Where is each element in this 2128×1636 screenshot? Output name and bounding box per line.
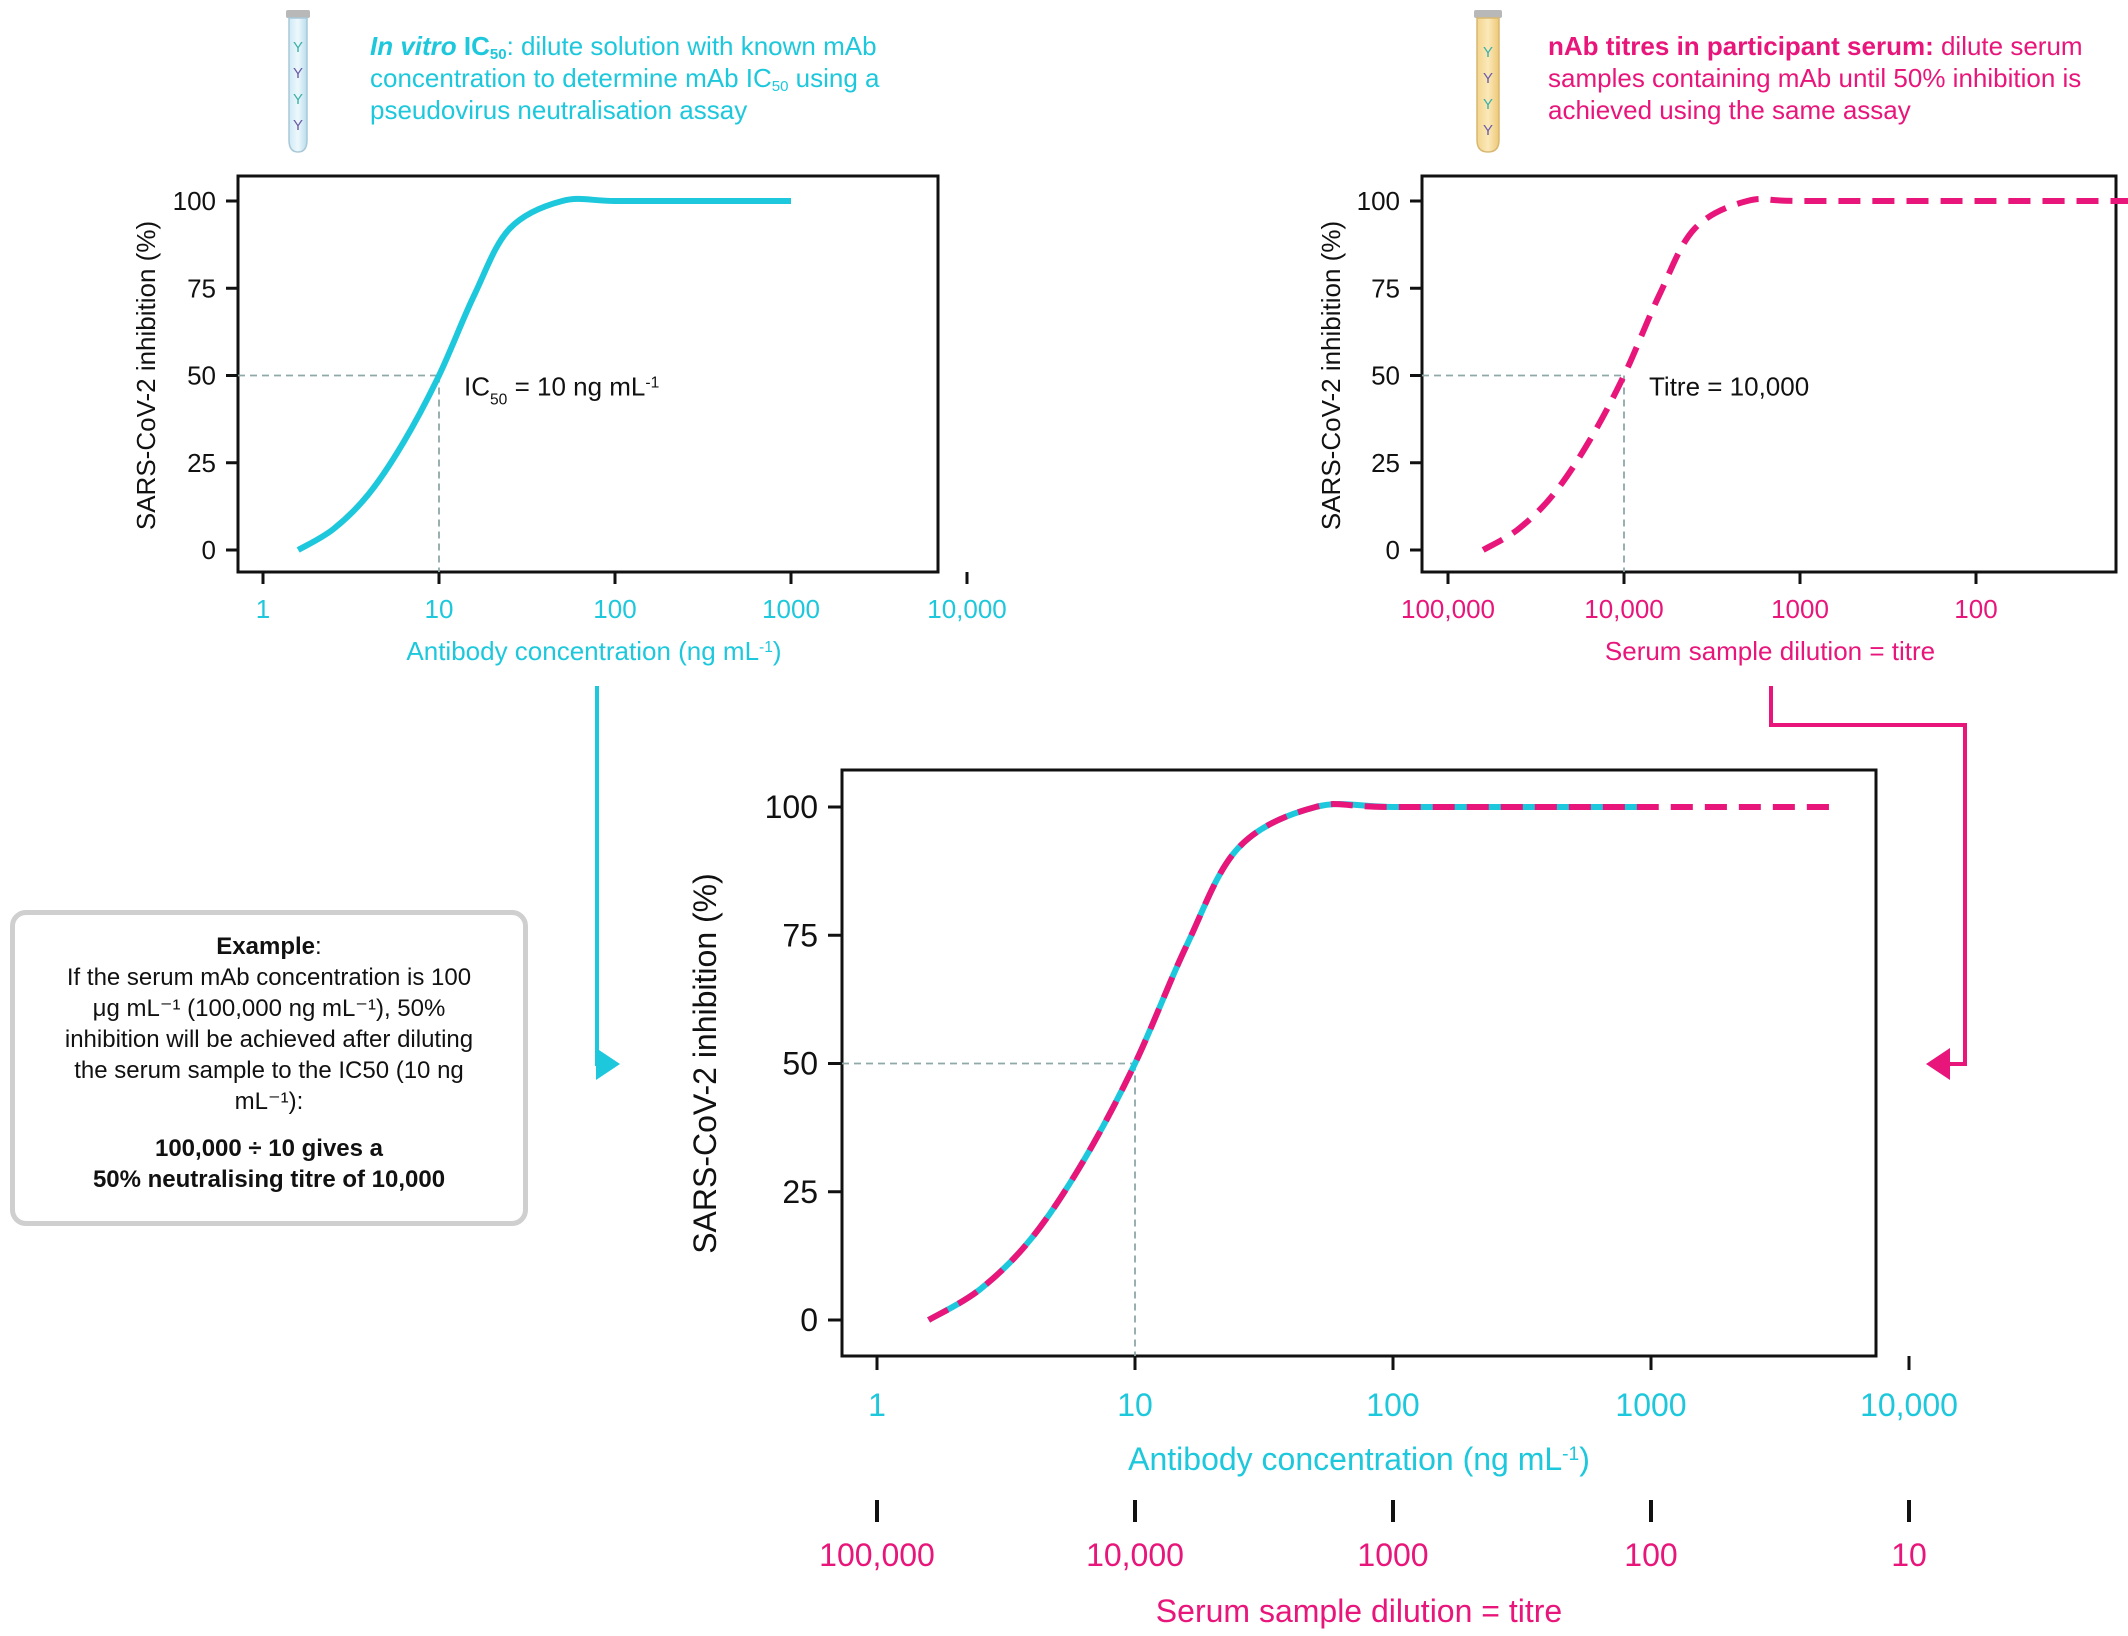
solid-series-line xyxy=(296,195,791,553)
y-tick-label: 100 xyxy=(765,789,818,825)
y-tick-label: 50 xyxy=(782,1046,818,1082)
x-tick-label: 1 xyxy=(256,594,270,624)
x2-tick-label: 100,000 xyxy=(819,1537,935,1573)
combined-curve-chart: 0 25 50 75 100 SARS-CoV-2 inhibition (%) 1 10 10… xyxy=(687,768,1958,1629)
x-tick-label: 1000 xyxy=(1615,1387,1686,1423)
x-axis-label-sup: -1 xyxy=(1562,1444,1579,1465)
x-tick-label: 10,000 xyxy=(1584,594,1664,624)
y-tick-label: 100 xyxy=(1357,186,1400,216)
y-tick-label: 0 xyxy=(800,1302,818,1338)
x-axis-label-end: ) xyxy=(773,636,782,666)
plot-frame xyxy=(840,768,1878,1358)
test-tube-serum-antibodies-icon: Y Y Y Y xyxy=(1474,10,1502,153)
y-tick-label: 50 xyxy=(187,361,216,391)
x-axis-label: Antibody concentration (ng mL-1) xyxy=(1128,1441,1590,1477)
annotation-label: IC50 = 10 ng mL-1 xyxy=(464,372,659,409)
x-tick-label: 100 xyxy=(1366,1387,1419,1423)
example-callout-box: Example: If the serum mAb concentration … xyxy=(10,910,528,1226)
ic50-header-text: In vitro IC50: dilute solution with know… xyxy=(370,31,880,125)
y-axis-label: SARS-CoV-2 inhibition (%) xyxy=(687,873,723,1254)
svg-text:Y: Y xyxy=(293,91,303,108)
titre-curve-chart: 0 25 50 75 100 SARS-CoV-2 inhibition (%) 100,0… xyxy=(1316,174,2128,666)
example-title: Example: xyxy=(216,933,322,960)
y-tick-label: 0 xyxy=(202,535,216,565)
x-tick-label: 1000 xyxy=(762,594,820,624)
y-tick-label: 75 xyxy=(782,917,818,953)
x-tick-label: 10 xyxy=(1117,1387,1153,1423)
titre-header-text: nAb titres in participant serum: dilute … xyxy=(1548,31,2083,125)
ic50-curve-chart: 0 25 50 75 100 SARS-CoV-2 inhibition (%) 1 10 10… xyxy=(131,174,1007,666)
annotation-label-sub: 50 xyxy=(490,391,508,408)
example-body: If the serum mAb concentration is 100 μg… xyxy=(64,964,474,1115)
svg-text:Y: Y xyxy=(293,65,303,82)
x-axis-label-end: ) xyxy=(1579,1441,1590,1477)
dashed-series-line xyxy=(927,800,1840,1323)
svg-text:Y: Y xyxy=(1483,96,1493,113)
svg-text:Y: Y xyxy=(1483,70,1493,87)
example-conclusion: 100,000 ÷ 10 gives a 50% neutralising tit… xyxy=(92,1135,446,1193)
annotation-label-sup: -1 xyxy=(645,374,659,391)
y-tick-label: 25 xyxy=(1371,448,1400,478)
svg-text:Y: Y xyxy=(1483,44,1493,61)
x-tick-label: 10 xyxy=(425,594,454,624)
cyan-connector-arrow xyxy=(595,686,620,1080)
y-tick-label: 25 xyxy=(187,448,216,478)
y-tick-label: 50 xyxy=(1371,361,1400,391)
x2-tick-label: 10,000 xyxy=(1086,1537,1184,1573)
annotation-label: Titre = 10,000 xyxy=(1649,372,1809,402)
x-tick-label: 10,000 xyxy=(927,594,1007,624)
x2-tick-label: 1000 xyxy=(1357,1537,1428,1573)
x-axis-label-sup: -1 xyxy=(759,639,773,656)
x-axis-label: Serum sample dilution = titre xyxy=(1605,636,1935,666)
y-tick-label: 25 xyxy=(782,1174,818,1210)
solid-series-line xyxy=(927,800,1651,1323)
svg-text:Y: Y xyxy=(293,39,303,56)
dashed-series-line xyxy=(1481,195,2128,553)
annotation-label-rest: = 10 ng mL xyxy=(507,372,645,402)
x-tick-label: 100,000 xyxy=(1401,594,1495,624)
x-tick-label: 1000 xyxy=(1771,594,1829,624)
svg-text:Y: Y xyxy=(1483,122,1493,139)
x-tick-label: 10,000 xyxy=(1860,1387,1958,1423)
x-tick-label: 1 xyxy=(868,1387,886,1423)
test-tube-clear-solution-antibodies-icon: Y Y Y Y xyxy=(286,10,310,153)
x-axis-label: Antibody concentration (ng mL-1) xyxy=(406,636,781,666)
svg-text:Y: Y xyxy=(293,117,303,134)
x-tick-label: 100 xyxy=(593,594,636,624)
x-tick-label: 100 xyxy=(1954,594,1997,624)
y-tick-label: 0 xyxy=(1386,535,1400,565)
y-tick-label: 100 xyxy=(173,186,216,216)
x2-tick-label: 100 xyxy=(1624,1537,1677,1573)
y-axis-label: SARS-CoV-2 inhibition (%) xyxy=(131,221,161,530)
y-axis-label: SARS-CoV-2 inhibition (%) xyxy=(1316,221,1346,530)
pink-connector-arrow xyxy=(1769,686,1967,1080)
y-tick-label: 75 xyxy=(1371,273,1400,303)
y-tick-label: 75 xyxy=(187,273,216,303)
x2-axis-label: Serum sample dilution = titre xyxy=(1156,1593,1562,1629)
x2-tick-label: 10 xyxy=(1891,1537,1927,1573)
